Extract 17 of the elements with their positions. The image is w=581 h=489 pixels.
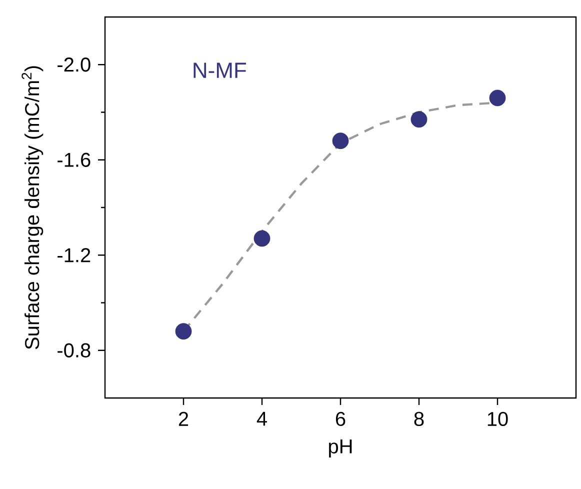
y-tick-label: -1.6	[58, 152, 90, 167]
point	[254, 230, 270, 247]
x-tick-label: 6	[336, 412, 346, 426]
y-tick-label: -0.8	[58, 343, 90, 358]
annotation: N-MF	[194, 62, 246, 78]
point	[332, 132, 349, 150]
y-tick-label: -1.2	[58, 248, 90, 262]
x-tick-label: 2	[178, 412, 188, 426]
x-axis-title: pH	[329, 440, 352, 458]
point	[410, 111, 428, 128]
y-axis-title: Surface charge density (mC/m$^{2}$)	[22, 66, 44, 350]
x-tick-label: 10	[488, 412, 508, 426]
y-tick-label: -2.0	[58, 58, 90, 72]
point	[489, 90, 506, 106]
point	[175, 323, 192, 340]
x-tick-label: 4	[256, 412, 267, 426]
x-tick-label: 8	[414, 412, 424, 426]
